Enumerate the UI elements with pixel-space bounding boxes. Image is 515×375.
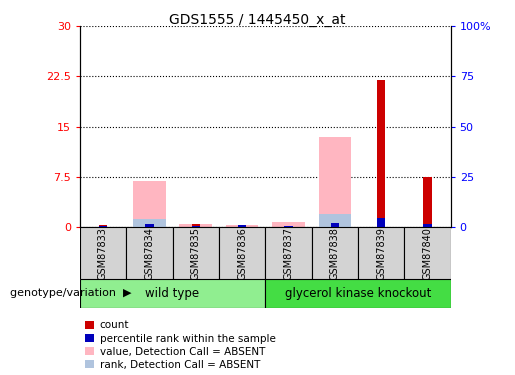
- Bar: [99, 225, 107, 227]
- Bar: [284, 226, 293, 227]
- Text: GSM87833: GSM87833: [98, 226, 108, 280]
- Text: glycerol kinase knockout: glycerol kinase knockout: [285, 287, 431, 300]
- Bar: [99, 226, 107, 227]
- Bar: [133, 182, 165, 227]
- Bar: [358, 227, 404, 279]
- Bar: [377, 218, 385, 227]
- Text: GSM87834: GSM87834: [144, 226, 154, 280]
- Bar: [318, 213, 351, 227]
- Bar: [265, 227, 312, 279]
- Bar: [423, 177, 432, 227]
- Text: genotype/variation  ▶: genotype/variation ▶: [10, 288, 132, 298]
- Bar: [126, 227, 173, 279]
- Text: GSM87840: GSM87840: [422, 226, 433, 280]
- Bar: [179, 224, 212, 227]
- Text: GSM87836: GSM87836: [237, 226, 247, 280]
- Text: GSM87835: GSM87835: [191, 226, 201, 280]
- Text: GSM87837: GSM87837: [283, 226, 294, 280]
- Bar: [80, 279, 265, 308]
- Bar: [192, 224, 200, 227]
- Text: GSM87838: GSM87838: [330, 226, 340, 280]
- Bar: [133, 219, 165, 227]
- Bar: [238, 226, 246, 227]
- Text: GDS1555 / 1445450_x_at: GDS1555 / 1445450_x_at: [169, 13, 346, 27]
- Bar: [377, 80, 385, 227]
- Bar: [331, 223, 339, 227]
- Bar: [265, 279, 451, 308]
- Bar: [219, 227, 265, 279]
- Bar: [80, 227, 126, 279]
- Bar: [318, 136, 351, 227]
- Bar: [226, 225, 258, 227]
- Text: wild type: wild type: [145, 287, 200, 300]
- Bar: [312, 227, 358, 279]
- Bar: [331, 225, 339, 227]
- Bar: [284, 226, 293, 227]
- Text: GSM87839: GSM87839: [376, 226, 386, 280]
- Bar: [272, 222, 305, 227]
- Bar: [145, 225, 153, 227]
- Bar: [423, 224, 432, 227]
- Bar: [238, 225, 246, 227]
- Bar: [192, 226, 200, 227]
- Bar: [145, 225, 153, 227]
- Legend: count, percentile rank within the sample, value, Detection Call = ABSENT, rank, : count, percentile rank within the sample…: [85, 320, 276, 370]
- Bar: [404, 227, 451, 279]
- Bar: [173, 227, 219, 279]
